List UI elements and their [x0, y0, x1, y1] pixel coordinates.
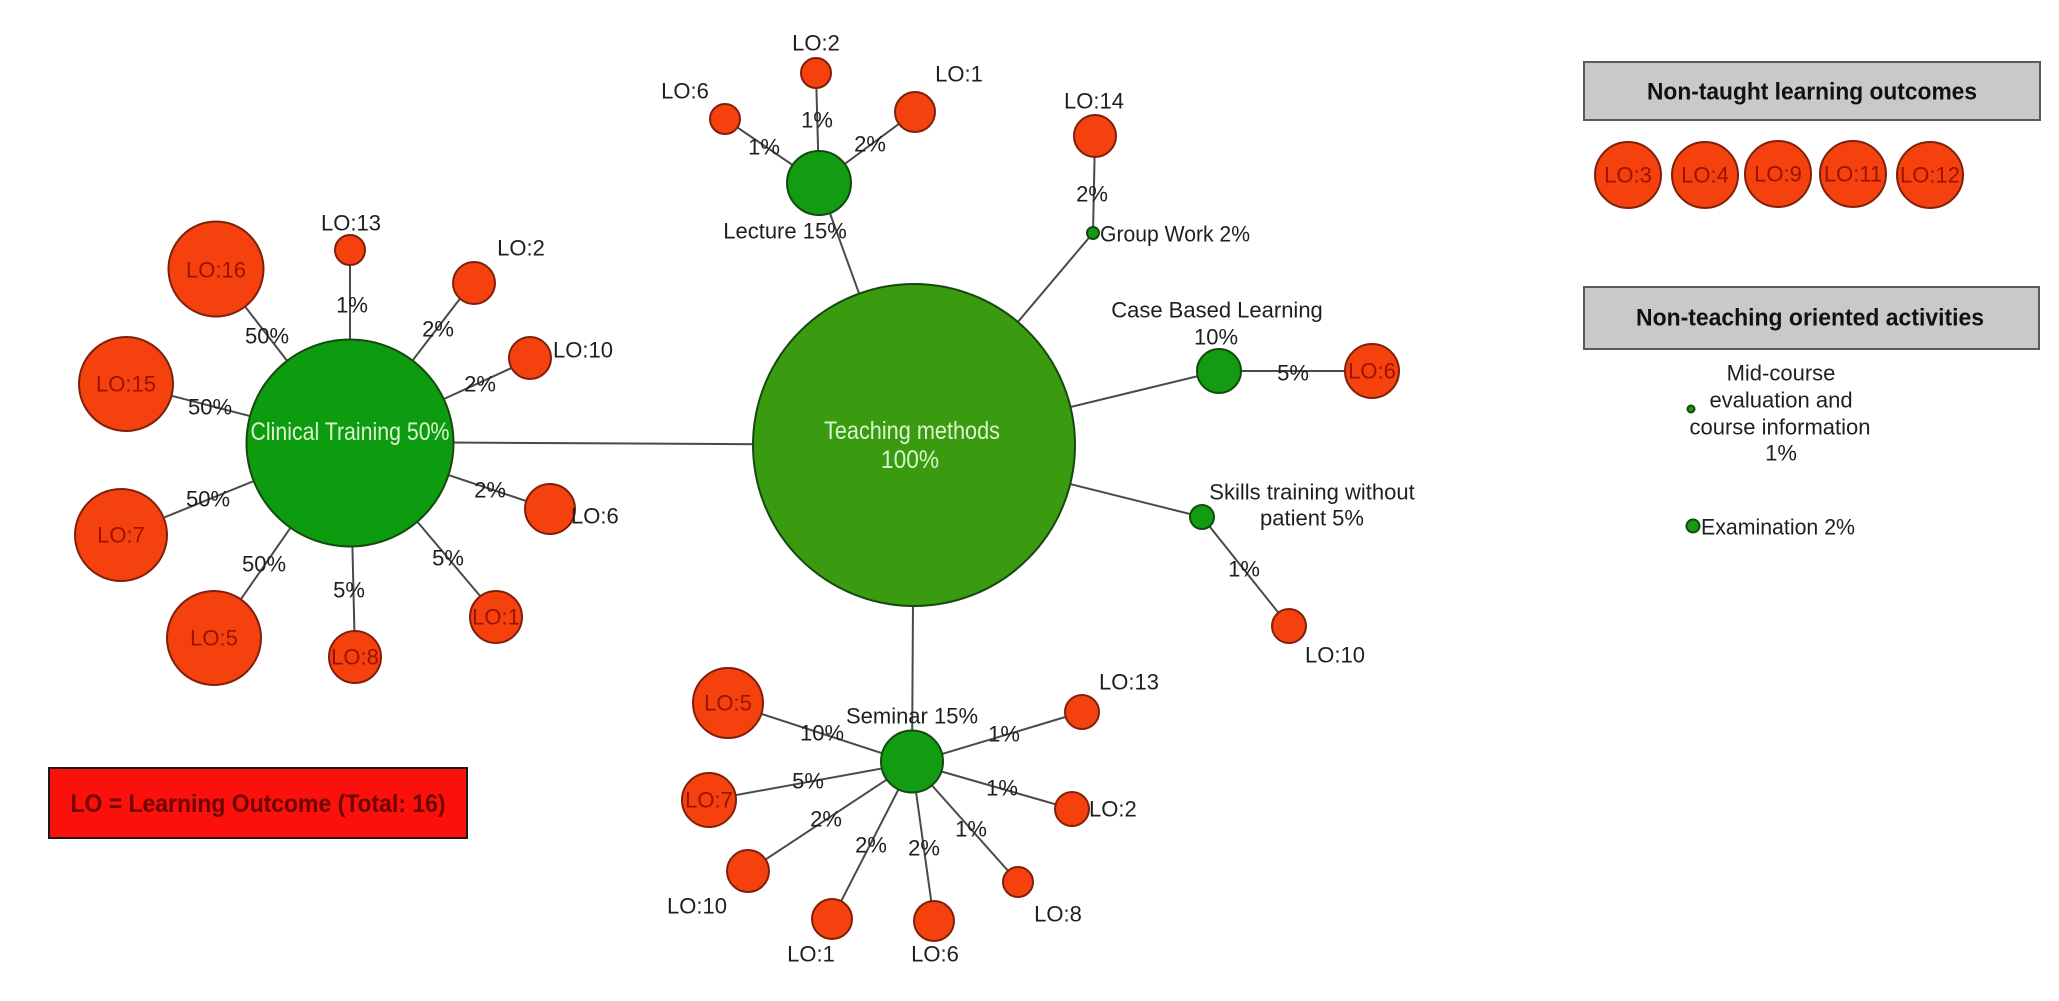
svg-text:1%: 1%: [1228, 557, 1260, 582]
svg-text:evaluation and: evaluation and: [1709, 388, 1852, 413]
svg-text:2%: 2%: [1076, 182, 1108, 207]
svg-text:Clinical Training 50%: Clinical Training 50%: [251, 418, 450, 446]
svg-text:LO:1: LO:1: [787, 942, 835, 967]
svg-text:1%: 1%: [988, 722, 1020, 747]
svg-text:1%: 1%: [748, 135, 780, 160]
svg-text:LO:1: LO:1: [472, 605, 520, 630]
svg-text:10%: 10%: [1194, 325, 1238, 350]
svg-text:LO:12: LO:12: [1900, 163, 1960, 188]
svg-text:Group Work 2%: Group Work 2%: [1100, 222, 1250, 247]
svg-text:LO = Learning Outcome (Total:: LO = Learning Outcome (Total: 16): [71, 790, 446, 818]
svg-text:Lecture 15%: Lecture 15%: [723, 219, 847, 244]
svg-text:Mid-course: Mid-course: [1727, 361, 1836, 386]
svg-text:10%: 10%: [800, 721, 844, 746]
svg-text:50%: 50%: [242, 552, 286, 577]
svg-text:1%: 1%: [801, 108, 833, 133]
svg-text:Case Based Learning: Case Based Learning: [1111, 298, 1323, 323]
svg-text:2%: 2%: [810, 807, 842, 832]
svg-text:5%: 5%: [792, 769, 824, 794]
svg-text:5%: 5%: [1277, 361, 1309, 386]
svg-text:LO:13: LO:13: [321, 211, 381, 236]
svg-text:5%: 5%: [333, 578, 365, 603]
svg-text:LO:10: LO:10: [553, 338, 613, 363]
svg-text:LO:8: LO:8: [331, 645, 379, 670]
svg-text:Non-teaching oriented activiti: Non-teaching oriented activities: [1636, 305, 1984, 332]
svg-text:LO:6: LO:6: [1348, 359, 1396, 384]
svg-text:LO:15: LO:15: [96, 372, 156, 397]
svg-text:50%: 50%: [188, 395, 232, 420]
svg-text:Non-taught learning outcomes: Non-taught learning outcomes: [1647, 79, 1977, 106]
svg-text:Teaching methods: Teaching methods: [824, 417, 1000, 445]
svg-text:Seminar 15%: Seminar 15%: [846, 704, 978, 729]
svg-text:2%: 2%: [855, 833, 887, 858]
svg-text:LO:1: LO:1: [935, 62, 983, 87]
svg-text:Examination 2%: Examination 2%: [1701, 515, 1855, 540]
svg-text:course information: course information: [1690, 415, 1871, 440]
svg-text:LO:4: LO:4: [1681, 163, 1729, 188]
svg-text:2%: 2%: [854, 132, 886, 157]
svg-text:LO:5: LO:5: [704, 691, 752, 716]
svg-text:LO:3: LO:3: [1604, 163, 1652, 188]
svg-text:patient 5%: patient 5%: [1260, 506, 1364, 531]
svg-text:LO:2: LO:2: [1089, 797, 1137, 822]
svg-text:LO:7: LO:7: [97, 523, 145, 548]
svg-text:LO:6: LO:6: [911, 942, 959, 967]
svg-text:LO:14: LO:14: [1064, 89, 1124, 114]
svg-text:100%: 100%: [881, 446, 939, 474]
svg-text:LO:2: LO:2: [497, 236, 545, 261]
svg-text:LO:9: LO:9: [1754, 162, 1802, 187]
svg-text:1%: 1%: [955, 817, 987, 842]
svg-text:5%: 5%: [432, 546, 464, 571]
svg-text:LO:10: LO:10: [1305, 643, 1365, 668]
svg-text:LO:16: LO:16: [186, 258, 246, 283]
svg-text:50%: 50%: [245, 324, 289, 349]
svg-text:LO:8: LO:8: [1034, 902, 1082, 927]
svg-text:Skills training without: Skills training without: [1209, 480, 1414, 505]
svg-text:1%: 1%: [1765, 441, 1797, 466]
svg-text:LO:6: LO:6: [661, 79, 709, 104]
svg-text:2%: 2%: [464, 372, 496, 397]
svg-text:LO:2: LO:2: [792, 31, 840, 56]
svg-text:1%: 1%: [986, 776, 1018, 801]
svg-text:LO:6: LO:6: [571, 504, 619, 529]
svg-text:LO:10: LO:10: [667, 894, 727, 919]
svg-text:LO:5: LO:5: [190, 626, 238, 651]
svg-text:2%: 2%: [474, 478, 506, 503]
svg-text:2%: 2%: [908, 836, 940, 861]
svg-text:2%: 2%: [422, 317, 454, 342]
svg-text:LO:7: LO:7: [685, 788, 733, 813]
svg-text:LO:11: LO:11: [1824, 162, 1882, 187]
svg-text:LO:13: LO:13: [1099, 670, 1159, 695]
svg-text:50%: 50%: [186, 487, 230, 512]
svg-text:1%: 1%: [336, 293, 368, 318]
